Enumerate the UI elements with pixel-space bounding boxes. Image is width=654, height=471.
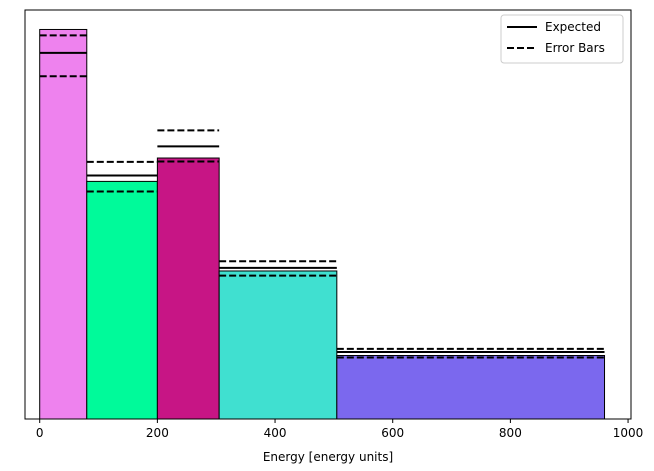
histogram-bar-0 [39,28,88,420]
histogram-bar-1 [86,180,158,420]
x-axis-ticks: 0 200 400 600 800 1000 [36,419,643,440]
legend: Expected Error Bars [500,14,624,64]
histogram-bar-2 [156,157,220,420]
histogram-bar-3 [218,270,338,420]
expected-and-error-lines [39,34,605,359]
histogram-bar-4 [336,355,606,420]
x-tick-label: 0 [36,426,44,440]
x-tick-label: 600 [381,426,404,440]
x-axis-label: Energy [energy units] [263,450,393,464]
legend-error-bars-label: Error Bars [545,41,605,55]
x-tick-label: 400 [264,426,287,440]
x-tick-label: 800 [499,426,522,440]
x-tick-label: 1000 [613,426,644,440]
legend-expected-label: Expected [545,20,601,34]
plot-frame [24,9,632,420]
bars-layer [39,28,606,420]
x-tick-label: 200 [146,426,169,440]
